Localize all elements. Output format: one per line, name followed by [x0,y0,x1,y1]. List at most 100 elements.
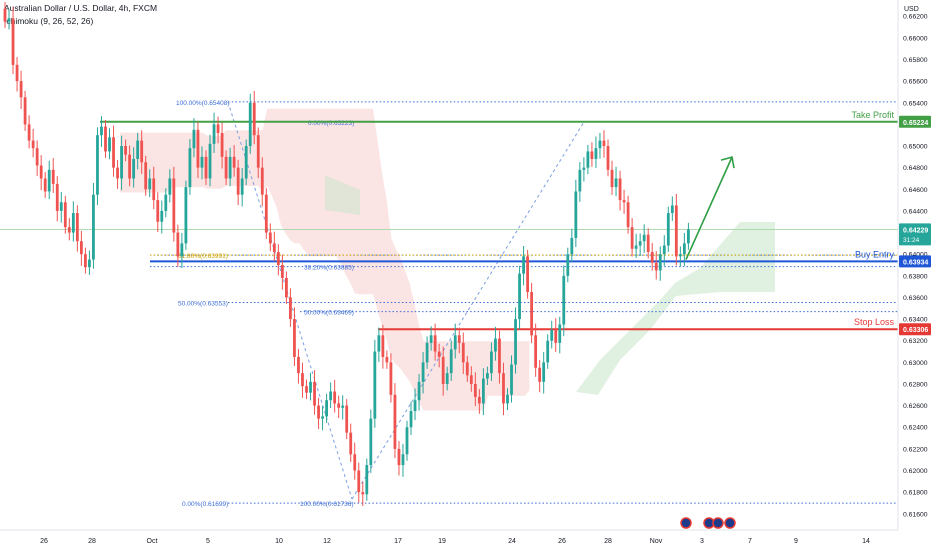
x-tick-label: 12 [323,538,331,545]
y-tick-label: 0.61600 [903,511,928,518]
candle-body [75,213,79,242]
candle-body [687,229,690,244]
candle-body [457,335,461,343]
candles [3,2,690,506]
candle-body [35,148,39,166]
candle-body [216,124,220,134]
candle-body [486,373,489,379]
candle-body [152,178,156,201]
candle-body [176,232,180,257]
candle-body [172,178,176,233]
level-price-tag-bg [899,255,931,268]
candle-body [494,338,497,352]
chart-title: Australian Dollar / U.S. Dollar, 4h, FXC… [4,3,158,13]
level-price-tag: 0.63306 [903,327,928,334]
fib-label: 0.00%(0.65223) [308,120,354,127]
candle-body [212,124,216,144]
candle-body [385,356,389,363]
candle-body [236,167,240,195]
candle-body [397,448,401,466]
candle-body [188,148,192,188]
y-tick-label: 0.65000 [903,144,928,151]
candle-body [554,329,558,343]
candle-body [425,342,429,363]
candle-body [116,167,119,179]
candle-body [389,362,393,395]
candle-body [309,381,312,393]
candle-body [108,137,111,152]
candle-body [280,265,284,278]
candle-body [325,400,328,417]
candle-body [678,254,682,257]
candle-body [369,418,373,466]
candle-body [220,133,224,157]
candle-body [405,427,409,455]
candle-body [63,202,67,228]
candle-body [260,167,264,195]
candle-body [268,232,272,244]
candle-body [180,243,184,257]
candle-body [622,200,626,203]
x-tick-label: 17 [394,538,402,545]
candle-body [232,156,236,168]
candle-body [144,162,148,190]
candle-body [530,292,534,336]
y-tick-label: 0.63200 [903,338,928,345]
candle-body [244,146,248,179]
y-tick-label: 0.64000 [903,252,928,259]
candle-body [3,8,7,22]
candle-body [598,140,602,149]
candle-body [578,169,582,192]
candle-body [47,169,51,192]
candle-body [341,405,345,408]
current-price-countdown: 31:24 [903,237,920,244]
candle-body [27,124,31,141]
x-tick-label: 10 [275,538,283,545]
candle-body [538,367,542,382]
fib-label: 61.80%(0.63991) [178,253,228,260]
candle-body [51,169,55,184]
candle-body [646,234,650,253]
x-tick-label: 28 [88,538,96,545]
candle-body [349,432,353,455]
level-name: Take Profit [851,110,894,120]
candle-body [413,400,417,412]
candle-body [23,97,27,125]
x-tick-label: 7 [748,538,752,545]
candle-body [606,146,610,170]
fib-label: 50.00%(0.63469) [304,310,354,317]
candle-body [67,227,71,233]
candle-body [313,381,316,406]
fib-label: 0.00%(0.61699) [182,501,228,508]
candle-body [43,178,47,192]
candle-body [19,81,23,98]
candle-body [566,254,570,276]
candle-body [558,324,562,343]
candle-body [498,338,501,374]
candle-body [477,396,481,404]
candle-body [373,351,377,419]
candle-body [433,335,437,352]
level-price-tag: 0.63934 [903,259,928,266]
candle-body [542,362,546,382]
x-tick-label: 14 [862,538,870,545]
level-price-tag-bg [899,115,931,128]
candle-body [490,351,493,374]
ichimoku-green-cloud-small [325,175,360,215]
candle-body [79,241,83,255]
candle-body [96,135,99,195]
y-tick-label: 0.65800 [903,57,928,64]
y-tick-label: 0.62200 [903,446,928,453]
candle-body [614,178,618,188]
candle-body [104,126,107,152]
candle-body [59,202,63,211]
candle-body [140,140,144,163]
candle-body [353,454,357,471]
y-tick-label: 0.62600 [903,403,928,410]
candle-body [461,342,465,363]
candle-body [586,151,590,168]
candle-body [293,319,296,357]
y-tick-label: 0.62800 [903,381,928,388]
